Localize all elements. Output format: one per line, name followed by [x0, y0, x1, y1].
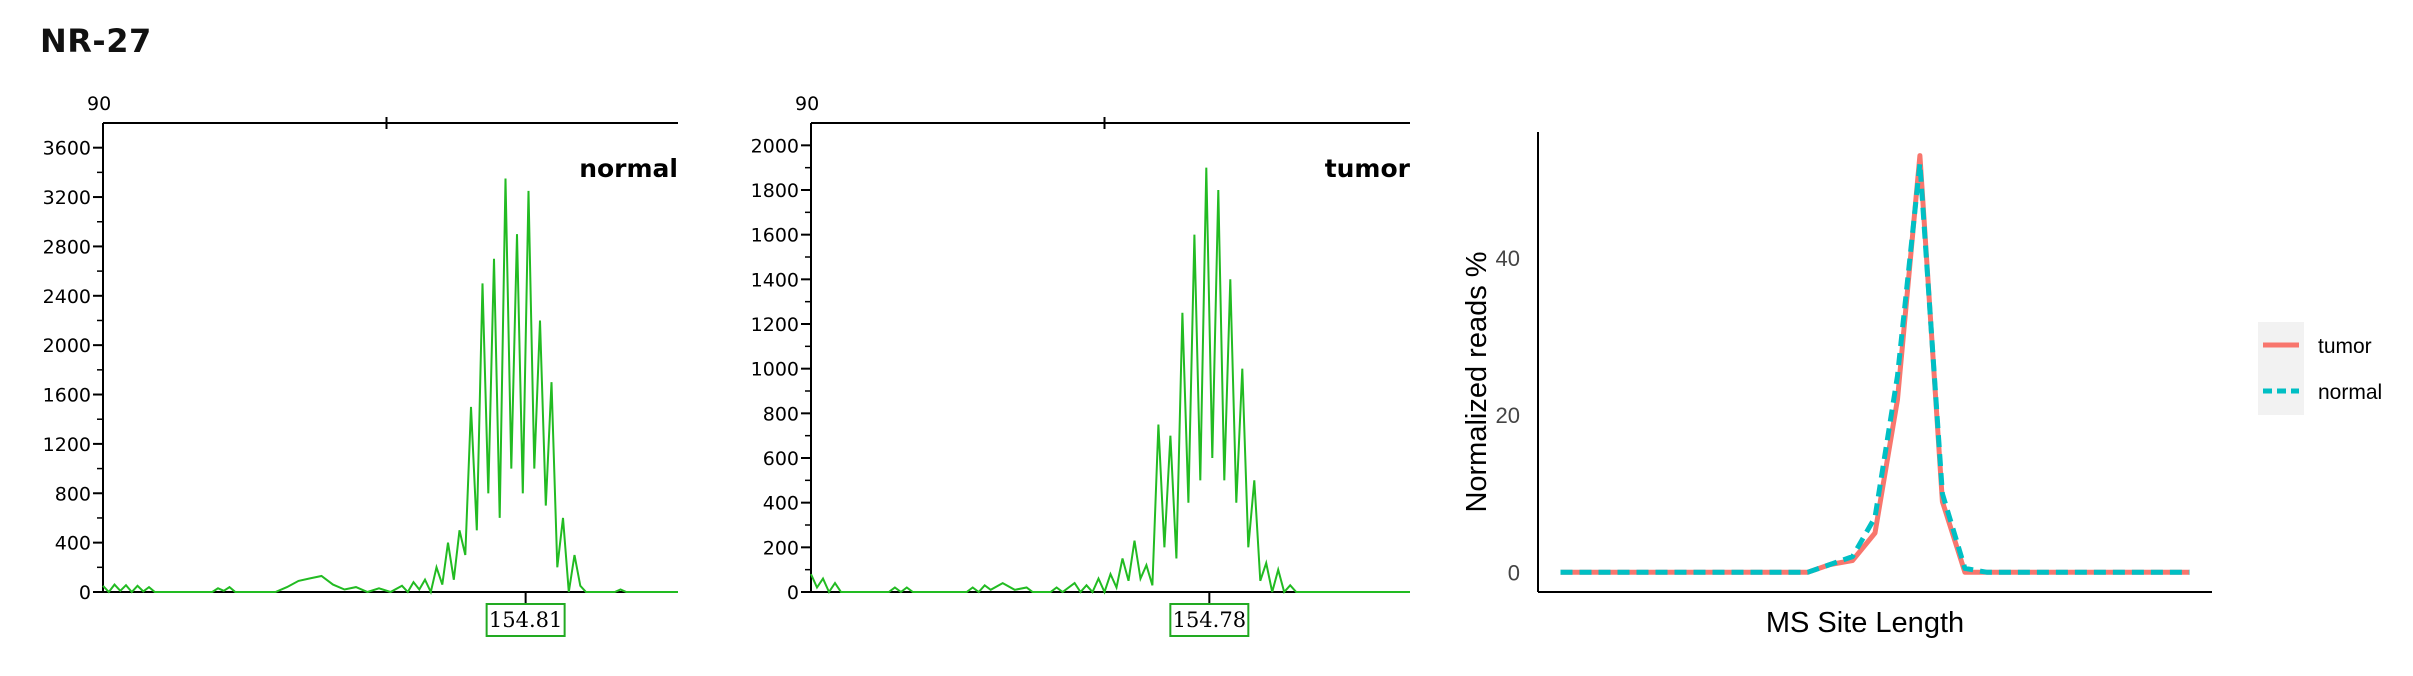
- y-tick-label: 0: [787, 582, 799, 604]
- peak-label-box: [485, 603, 566, 637]
- top-axis-tick-label: 90: [795, 93, 819, 115]
- x-axis-label: MS Site Length: [1766, 607, 1964, 639]
- y-tick-label: 400: [55, 533, 91, 555]
- y-tick-label: 40: [1496, 246, 1520, 271]
- y-tick-label: 400: [763, 493, 799, 515]
- y-tick-label: 600: [763, 448, 799, 470]
- y-tick-label: 0: [79, 582, 91, 604]
- top-axis-tick-label: 90: [87, 93, 111, 115]
- panel-label: normal: [579, 154, 678, 183]
- y-tick-label: 1200: [751, 314, 799, 336]
- y-tick-label: 2800: [43, 236, 91, 258]
- y-tick-label: 20: [1496, 403, 1520, 428]
- y-tick-label: 800: [763, 403, 799, 425]
- peak-label-box: [1169, 603, 1250, 637]
- peak-label: 154.81: [489, 608, 562, 632]
- y-tick-label: 1600: [751, 225, 799, 247]
- y-tick-label: 1000: [751, 359, 799, 381]
- y-tick-label: 3200: [43, 187, 91, 209]
- y-axis-label: Normalized reads %: [1461, 251, 1493, 512]
- series-line-normal: [1560, 161, 2190, 575]
- y-tick-label: 1200: [43, 434, 91, 456]
- y-tick-label: 2000: [43, 335, 91, 357]
- legend-label: tumor: [2318, 335, 2372, 358]
- y-tick-label: 1600: [43, 385, 91, 407]
- y-tick-label: 3600: [43, 138, 91, 160]
- y-tick-label: 1800: [751, 180, 799, 202]
- y-tick-label: 2400: [43, 286, 91, 308]
- legend-key-background: [2258, 322, 2304, 415]
- peak-label: 154.78: [1173, 608, 1246, 632]
- panel-label: tumor: [1325, 154, 1411, 183]
- y-tick-label: 200: [763, 537, 799, 559]
- trace-line: [810, 167, 1410, 595]
- trace-line: [102, 178, 678, 596]
- y-tick-label: 0: [1508, 560, 1520, 585]
- y-tick-label: 1400: [751, 269, 799, 291]
- y-tick-label: 800: [55, 483, 91, 505]
- y-tick-label: 2000: [751, 135, 799, 157]
- legend-label: normal: [2318, 381, 2382, 404]
- figure-title: NR-27: [40, 22, 152, 60]
